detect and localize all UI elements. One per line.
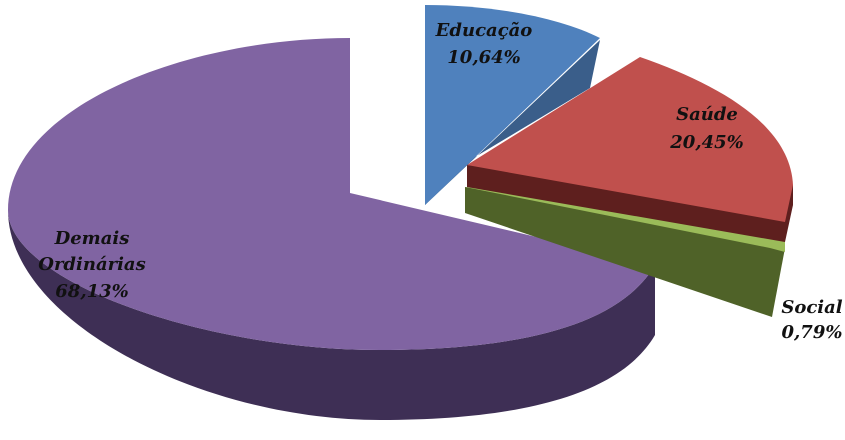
slice-side-demais [8, 210, 655, 420]
label-saude-name: Saúde [676, 104, 738, 125]
slice-top-demais [8, 38, 655, 350]
slice-top-educacao [425, 5, 600, 205]
slice-educacao [425, 5, 600, 205]
label-educacao-name: Educação [435, 20, 533, 41]
label-demais-name: Demais [54, 228, 130, 249]
label-saude-value: 20,45% [669, 132, 743, 153]
label-social-value: 0,79% [782, 322, 843, 343]
label-educacao-value: 10,64% [447, 47, 520, 68]
slice-saude [467, 57, 793, 242]
label-social-name: Social [781, 297, 842, 318]
label-demais-name2: Ordinárias [38, 254, 145, 275]
slice-demais-ordinarias [8, 38, 655, 420]
slice-top-saude [467, 57, 793, 222]
label-demais-value: 68,13% [55, 281, 128, 302]
